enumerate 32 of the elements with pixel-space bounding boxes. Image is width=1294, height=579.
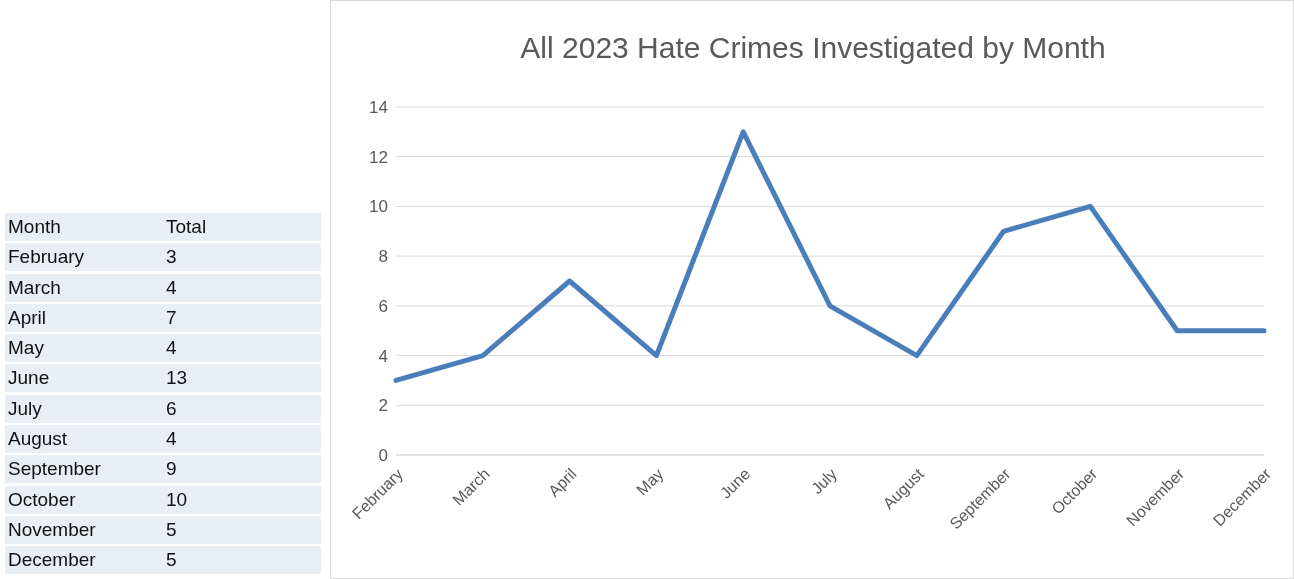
- data-label: 7: [165, 305, 177, 330]
- y-tick-label: 14: [369, 98, 388, 118]
- text: Total: [165, 215, 207, 239]
- category-label: December: [7, 548, 97, 573]
- data-label: 13: [165, 366, 188, 391]
- category-label: March: [7, 275, 62, 300]
- data-label: 4: [165, 336, 177, 361]
- y-tick-label: 4: [378, 346, 388, 366]
- x-tick-label: July: [807, 465, 841, 498]
- y-tick-label: 0: [378, 446, 388, 466]
- category-label: June: [7, 366, 51, 391]
- y-tick-label: 12: [369, 147, 388, 167]
- y-tick-label: 10: [369, 197, 388, 217]
- category-label: July: [7, 396, 43, 421]
- text: Month: [7, 215, 62, 239]
- category-label: February: [7, 245, 86, 270]
- data-label: 3: [165, 245, 177, 270]
- y-tick-label: 2: [378, 396, 388, 416]
- data-label: 10: [165, 487, 188, 512]
- data-label: 4: [165, 275, 177, 300]
- data-label: 4: [165, 427, 177, 452]
- chart-title: All 2023 Hate Crimes Investigated by Month: [519, 31, 1107, 65]
- data-label: 5: [165, 517, 177, 542]
- data-label: 9: [165, 457, 177, 482]
- y-tick-label: 8: [378, 247, 388, 267]
- category-label: April: [7, 305, 47, 330]
- x-tick-label: May: [633, 465, 667, 499]
- y-tick-label: 6: [378, 296, 388, 316]
- category-label: May: [7, 336, 45, 361]
- data-label: 5: [165, 548, 177, 573]
- data-label: 6: [165, 396, 177, 421]
- category-label: August: [7, 427, 69, 452]
